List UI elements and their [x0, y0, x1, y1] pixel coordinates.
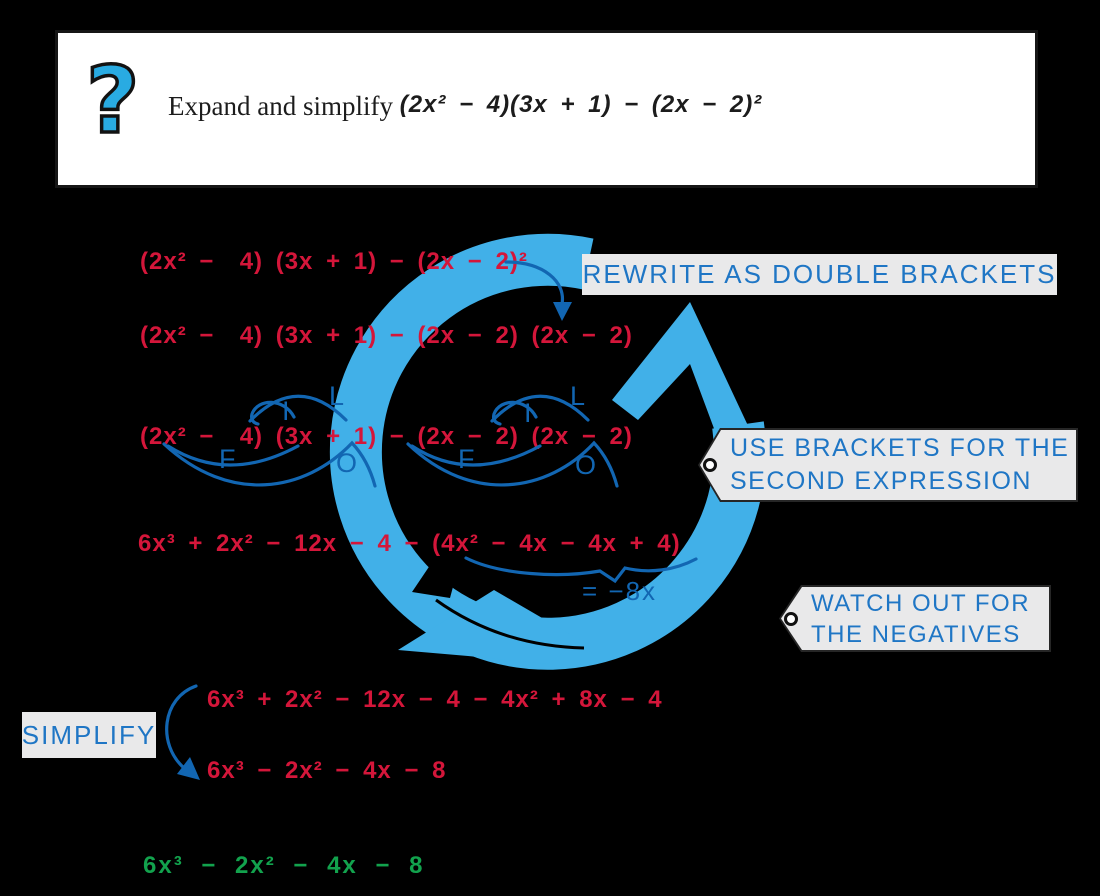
question-text: Expand and simplify (2x² − 4)(3x + 1) − …: [168, 91, 761, 122]
foil-letter-i: I: [524, 398, 532, 428]
foil-letter-f: F: [219, 444, 236, 474]
logo-notch: [412, 494, 478, 598]
tag-line: USE BRACKETS FOR THE: [730, 434, 1070, 462]
tag-text: WATCH OUT FOR THE NEGATIVES: [781, 587, 1049, 650]
label-simplify: SIMPLIFY: [22, 712, 156, 758]
tag-use-brackets: USE BRACKETS FOR THE SECOND EXPRESSION: [698, 428, 1078, 502]
question-math: (2x² − 4)(3x + 1) − (2x − 2)²: [399, 91, 763, 118]
tag-text: USE BRACKETS FOR THE SECOND EXPRESSION: [700, 430, 1076, 500]
math-step-line-2: (2x² − 4) (3x + 1) − (2x − 2) (2x − 2): [140, 322, 633, 349]
question-box: ? Expand and simplify (2x² − 4)(3x + 1) …: [55, 30, 1038, 188]
tag-watch-negatives: WATCH OUT FOR THE NEGATIVES: [779, 585, 1051, 652]
math-step-line-5: 6x³ + 2x² − 12x − 4 − 4x² + 8x − 4: [207, 686, 663, 713]
math-step-line-1: (2x² − 4) (3x + 1) − (2x − 2)²: [140, 248, 528, 275]
tag-line: WATCH OUT FOR: [811, 589, 1031, 617]
math-step-line-6: 6x³ − 2x² − 4x − 8: [207, 757, 447, 784]
math-step-line-3: (2x² − 4) (3x + 1) − (2x − 2) (2x − 2): [140, 423, 633, 450]
question-prefix: Expand and simplify: [168, 91, 400, 121]
logo-tail: [398, 590, 580, 664]
tag-eyelet-icon: [703, 458, 717, 472]
final-answer: 6x³ − 2x² − 4x − 8: [143, 852, 425, 879]
logo-tail-line: [435, 598, 585, 650]
question-mark-icon: ?: [84, 47, 141, 154]
foil-letter-i: I: [282, 396, 290, 426]
foil-letter-l: L: [329, 381, 345, 411]
math-step-line-4: 6x³ + 2x² − 12x − 4 − (4x² − 4x − 4x + 4…: [138, 530, 681, 557]
logo-ring: [329, 233, 766, 670]
foil-letter-l: L: [570, 381, 586, 411]
foil-letter-f: F: [458, 444, 475, 474]
minus-8x-annotation: = −8x: [582, 576, 658, 606]
tag-line: SECOND EXPRESSION: [730, 467, 1032, 495]
label-rewrite-as-double-brackets: REWRITE AS DOUBLE BRACKETS: [582, 254, 1057, 295]
tag-line: THE NEGATIVES: [811, 620, 1021, 648]
foil-letter-o: O: [575, 450, 597, 480]
tag-eyelet-icon: [784, 611, 798, 626]
logo-check-icon: [612, 302, 750, 450]
foil-letter-o: O: [336, 448, 358, 478]
